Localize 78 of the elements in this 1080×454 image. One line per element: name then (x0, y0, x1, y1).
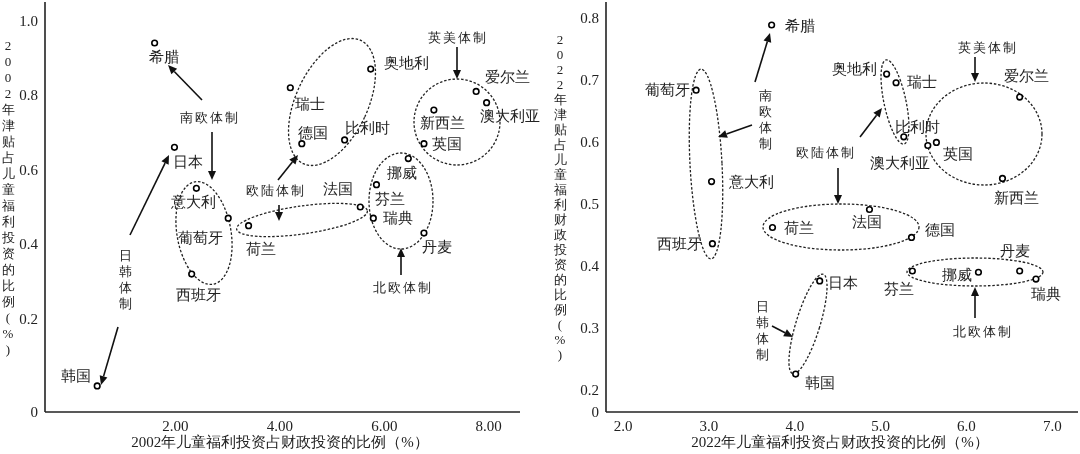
text: 2022年津贴占儿童福利财政投资的比例(%) (553, 32, 567, 363)
annotation: 挪威 (942, 267, 973, 284)
x-tick-label: 3.0 (699, 418, 719, 434)
x-tick-label: 6.00 (371, 418, 398, 434)
x-tick-label: 8.00 (475, 418, 502, 434)
annotation: 瑞典 (383, 210, 414, 227)
annotation: 荷兰 (784, 219, 815, 236)
text: 2002年津贴占儿童福利投资的比例(%) (1, 37, 15, 357)
annotation: 澳大利亚 (479, 107, 540, 124)
annotation: 希腊 (784, 17, 815, 34)
x-tick-label: 7.0 (1042, 418, 1062, 434)
annotation: 比利时 (345, 119, 391, 136)
annotation: 北欧体制 (373, 280, 433, 295)
x-tick-label: 5.0 (871, 418, 890, 434)
y-tick-label: 0.2 (19, 310, 38, 327)
annotation: 意大利 (728, 173, 775, 190)
y-tick-label: 1.0 (19, 12, 38, 29)
x-tick-label: 6.0 (957, 418, 976, 434)
annotation: 西班牙 (176, 287, 222, 304)
y-tick-label: 0.7 (580, 71, 600, 88)
y-tick-label: 0.3 (580, 320, 599, 337)
y-tick-label: 0.4 (19, 236, 39, 253)
annotation: 韩国 (61, 367, 92, 384)
annotation: 欧陆体制 (246, 183, 306, 198)
annotation: 澳大利亚 (869, 154, 930, 171)
annotation: 欧陆体制 (796, 145, 856, 160)
annotation: 芬兰 (375, 190, 406, 207)
annotation: 葡萄牙 (644, 82, 690, 99)
annotation: 意大利 (169, 194, 216, 211)
annotation: 南欧体制 (758, 87, 772, 151)
x-tick-label: 2.00 (162, 418, 189, 434)
annotation: 西班牙 (656, 235, 702, 252)
annotation: 日韩体制 (755, 298, 769, 362)
annotation: 英美体制 (958, 40, 1018, 55)
annotation: 法国 (852, 214, 883, 231)
annotation: 英国 (431, 135, 462, 152)
annotation: 奥地利 (832, 61, 878, 78)
y-tick-label: 0.8 (19, 87, 38, 104)
annotation: 爱尔兰 (484, 69, 530, 86)
annotation: 比利时 (895, 118, 941, 135)
annotation: 英美体制 (428, 30, 488, 45)
annotation: 芬兰 (884, 280, 915, 297)
x-tick-label: 4.00 (266, 418, 294, 434)
x-tick-label: 2.0 (613, 418, 633, 434)
annotation: 英国 (943, 146, 974, 163)
annotation: 新西兰 (420, 115, 466, 132)
annotation: 法国 (323, 181, 354, 197)
annotation: 南欧体制 (180, 110, 240, 125)
annotation: 日本 (173, 154, 204, 171)
annotation: 丹麦 (999, 242, 1030, 259)
annotation: 丹麦 (421, 239, 452, 256)
x-axis-title: 2022年儿童福利投资占财政投资的比例（%） (691, 434, 989, 450)
annotation: 德国 (924, 222, 955, 239)
annotation: 瑞士 (907, 73, 938, 90)
x-tick-label: 4.0 (785, 418, 805, 434)
annotation: 爱尔兰 (1004, 68, 1050, 85)
annotation: 日本 (827, 274, 858, 291)
annotation: 瑞士 (295, 95, 326, 112)
annotation: 荷兰 (245, 240, 276, 257)
annotation: 韩国 (804, 375, 835, 392)
annotation: 葡萄牙 (177, 230, 223, 247)
annotation: 日韩体制 (118, 247, 132, 311)
annotation: 新西兰 (993, 190, 1039, 207)
annotation: 德国 (297, 124, 328, 141)
y-tick-label: 0.8 (580, 9, 599, 26)
y-tick-label: 0.4 (580, 258, 600, 275)
annotation: 奥地利 (384, 55, 430, 72)
y-tick-label: 0.2 (580, 382, 599, 399)
annotation: 瑞典 (1030, 286, 1061, 303)
annotation: 希腊 (148, 49, 179, 65)
annotation: 北欧体制 (953, 324, 1013, 339)
y-tick-label: 0.5 (580, 195, 599, 212)
y-tick-label: 0 (591, 404, 599, 420)
annotation: 挪威 (387, 164, 418, 181)
y-tick-label: 0 (30, 404, 38, 420)
y-tick-label: 0.6 (19, 161, 39, 178)
x-axis-title: 2002年儿童福利投资占财政投资的比例（%） (131, 434, 429, 450)
y-tick-label: 0.6 (580, 133, 600, 150)
